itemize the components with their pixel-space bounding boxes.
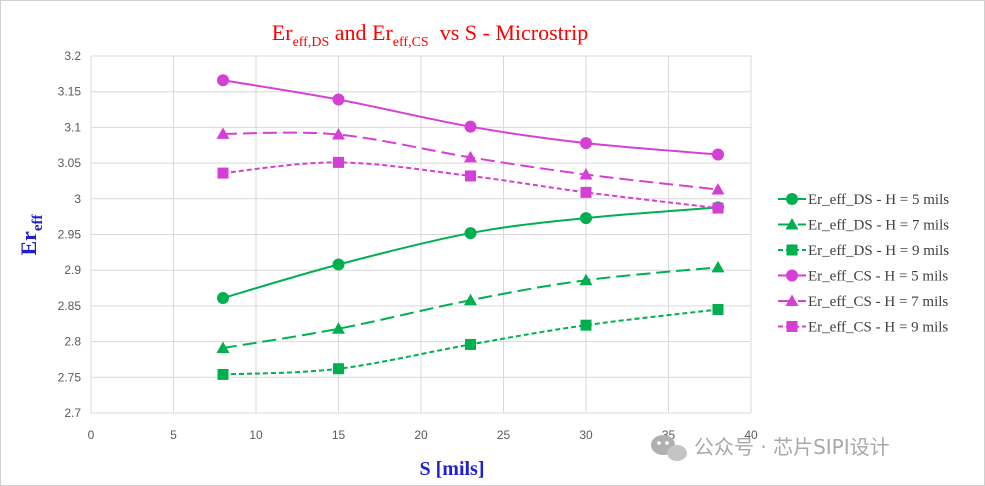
- series-line: [222, 206, 719, 300]
- data-point: [464, 293, 477, 306]
- legend-item: Er_eff_CS - H = 7 mils: [778, 294, 948, 310]
- series-line: [222, 266, 719, 350]
- data-point: [217, 368, 229, 380]
- series-1: [217, 201, 724, 305]
- data-point: [464, 120, 477, 133]
- data-point: [332, 322, 345, 334]
- legend-label: Er_eff_CS - H = 5 mils: [808, 269, 948, 285]
- x-axis-label: S [mils]: [420, 458, 485, 480]
- y-tick-label: 3.1: [64, 120, 81, 134]
- series-3: [217, 303, 724, 380]
- data-point: [580, 186, 592, 198]
- x-tick-label: 20: [414, 428, 428, 442]
- data-point: [333, 156, 344, 168]
- data-point: [217, 74, 229, 87]
- data-point: [217, 167, 229, 179]
- data-point: [579, 168, 593, 180]
- series-line: [222, 161, 719, 210]
- data-point: [711, 183, 725, 195]
- x-tick-label: 5: [170, 428, 177, 442]
- legend-label: Er_eff_DS - H = 7 mils: [808, 218, 949, 234]
- data-point: [712, 202, 724, 214]
- series-layer: [216, 74, 725, 380]
- legend-item: Er_eff_DS - H = 5 mils: [778, 192, 949, 208]
- data-point: [332, 93, 345, 106]
- legend-marker: [785, 294, 799, 306]
- legend-marker: [785, 218, 799, 230]
- data-point: [712, 148, 724, 161]
- legend-marker: [786, 244, 798, 256]
- y-tick-label: 2.8: [64, 335, 81, 349]
- data-point: [465, 338, 476, 350]
- data-point: [712, 303, 724, 315]
- y-tick-label: 2.9: [64, 263, 81, 277]
- data-point: [217, 292, 229, 305]
- data-point: [332, 128, 345, 140]
- series-2: [216, 260, 725, 354]
- data-point: [464, 150, 477, 163]
- data-point: [333, 363, 344, 375]
- legend-label: Er_eff_DS - H = 9 mils: [808, 243, 949, 259]
- data-point: [465, 170, 476, 182]
- x-tick-label: 10: [249, 428, 263, 442]
- data-point: [464, 227, 477, 240]
- y-tick-label: 3.2: [64, 49, 81, 63]
- x-tick-label: 40: [744, 428, 758, 442]
- watermark: 公众号 · 芯片SIPI设计: [651, 435, 890, 461]
- series-5: [216, 127, 725, 195]
- y-tick-label: 3: [74, 192, 81, 206]
- data-point: [711, 260, 725, 273]
- x-tick-label: 0: [88, 428, 95, 442]
- legend-item: Er_eff_CS - H = 5 mils: [778, 269, 948, 285]
- x-tick-label: 30: [579, 428, 593, 442]
- chart-title: Ereff,DS and Ereff,CS vs S - Microstrip: [272, 20, 588, 50]
- y-tick-label: 3.15: [58, 85, 82, 99]
- legend-item: Er_eff_DS - H = 9 mils: [778, 243, 949, 259]
- legend: Er_eff_DS - H = 5 mils Er_eff_DS - H = 7 …: [778, 192, 949, 336]
- wechat-icon: [651, 435, 687, 461]
- data-point: [580, 212, 592, 225]
- y-axis-ticks: 2.7 2.75 2.8 2.85 2.9 2.95 3 3.05 3.1 3.15 3.2: [58, 49, 82, 420]
- x-tick-label: 25: [497, 428, 511, 442]
- y-tick-label: 2.95: [58, 228, 82, 242]
- y-axis-label: Ereff: [16, 213, 46, 255]
- legend-label: Er_eff_DS - H = 5 mils: [808, 192, 949, 208]
- y-tick-label: 2.75: [58, 370, 82, 384]
- y-tick-label: 2.85: [58, 299, 82, 313]
- legend-marker: [786, 321, 798, 332]
- legend-marker: [786, 193, 798, 205]
- legend-label: Er_eff_CS - H = 9 mils: [808, 320, 948, 336]
- series-4: [217, 74, 724, 161]
- x-tick-label: 15: [332, 428, 346, 442]
- legend-label: Er_eff_CS - H = 7 mils: [808, 294, 948, 310]
- data-point: [580, 319, 592, 331]
- data-point: [216, 127, 230, 139]
- data-point: [216, 341, 230, 354]
- series-6: [217, 156, 724, 214]
- y-tick-label: 3.05: [58, 156, 82, 170]
- data-point: [579, 273, 593, 286]
- gridlines: [90, 55, 752, 414]
- legend-marker: [786, 269, 798, 282]
- legend-item: Er_eff_DS - H = 7 mils: [778, 218, 949, 234]
- watermark-text: 公众号 · 芯片SIPI设计: [694, 435, 890, 459]
- legend-item: Er_eff_CS - H = 9 mils: [778, 320, 948, 336]
- x-axis-ticks: 0 5 10 15 20 25 30 35 40: [88, 428, 758, 442]
- y-tick-label: 2.7: [64, 406, 81, 420]
- data-point: [332, 258, 345, 271]
- data-point: [580, 137, 592, 150]
